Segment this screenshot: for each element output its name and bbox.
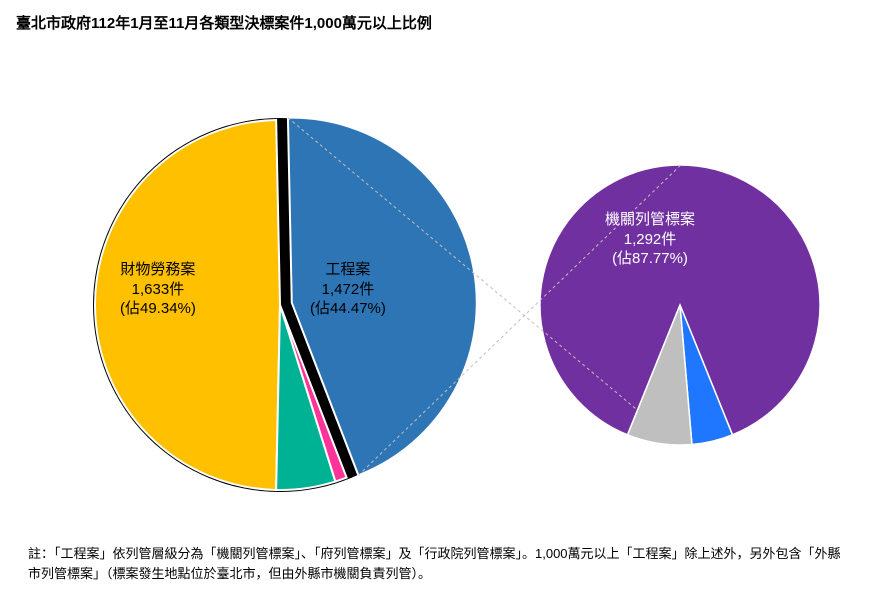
chart-area: 財物勞務案1,633件(佔49.34%) 工程案1,472件(佔44.47%) 機關… [0, 50, 874, 530]
pie-slice-label: 工程案1,472件(佔44.47%) [310, 260, 386, 319]
pie-slice-label: 財物勞務案1,633件(佔49.34%) [120, 260, 196, 319]
pie-slice-label: 機關列管標案1,292件(佔87.77%) [605, 210, 695, 269]
footnote: 註：「工程案」依列管層級分為「機關列管標案」、「府列管標案」及「行政院列管標案」… [28, 544, 846, 584]
footnote-text: 註：「工程案」依列管層級分為「機關列管標案」、「府列管標案」及「行政院列管標案」… [28, 546, 841, 581]
chart-title: 臺北市政府112年1月至11月各類型決標案件1,000萬元以上比例 [16, 12, 432, 33]
